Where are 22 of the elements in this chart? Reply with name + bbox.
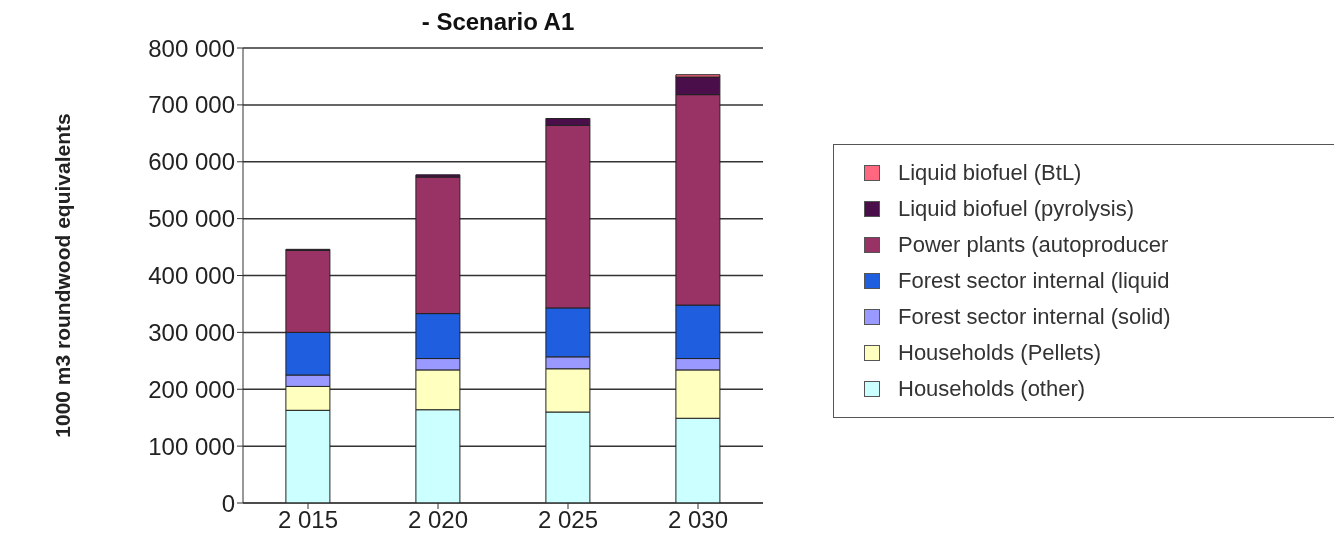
x-tick-label: 2 030 [667, 506, 729, 534]
legend-label: Households (other) [898, 375, 1086, 402]
y-tick-label: 600 000 [148, 148, 235, 176]
legend-label: Forest sector internal (liquid [898, 267, 1170, 294]
y-tick-label: 700 000 [148, 91, 235, 119]
legend-label: Liquid biofuel (BtL) [898, 159, 1082, 186]
legend-label: Liquid biofuel (pyrolysis) [898, 195, 1134, 222]
legend-label: Forest sector internal (solid) [898, 303, 1171, 330]
chart-title: - Scenario A1 [420, 8, 576, 36]
x-tick-label: 2 020 [407, 506, 469, 534]
y-tick-label: 300 000 [148, 318, 235, 346]
legend-label: Power plants (autoproducer [898, 231, 1169, 258]
y-tick-label: 400 000 [148, 262, 235, 290]
y-tick-label: 100 000 [148, 432, 235, 460]
y-tick-label: 500 000 [148, 205, 235, 233]
y-tick-label: 0 [221, 489, 235, 517]
y-tick-label: 200 000 [148, 375, 235, 403]
x-tick-label: 2 025 [537, 506, 599, 534]
x-tick-label: 2 015 [277, 506, 339, 534]
y-axis-title: 1000 m3 roundwood equivalents [51, 113, 75, 438]
legend-label: Households (Pellets) [898, 339, 1101, 366]
y-tick-label: 800 000 [148, 34, 235, 62]
